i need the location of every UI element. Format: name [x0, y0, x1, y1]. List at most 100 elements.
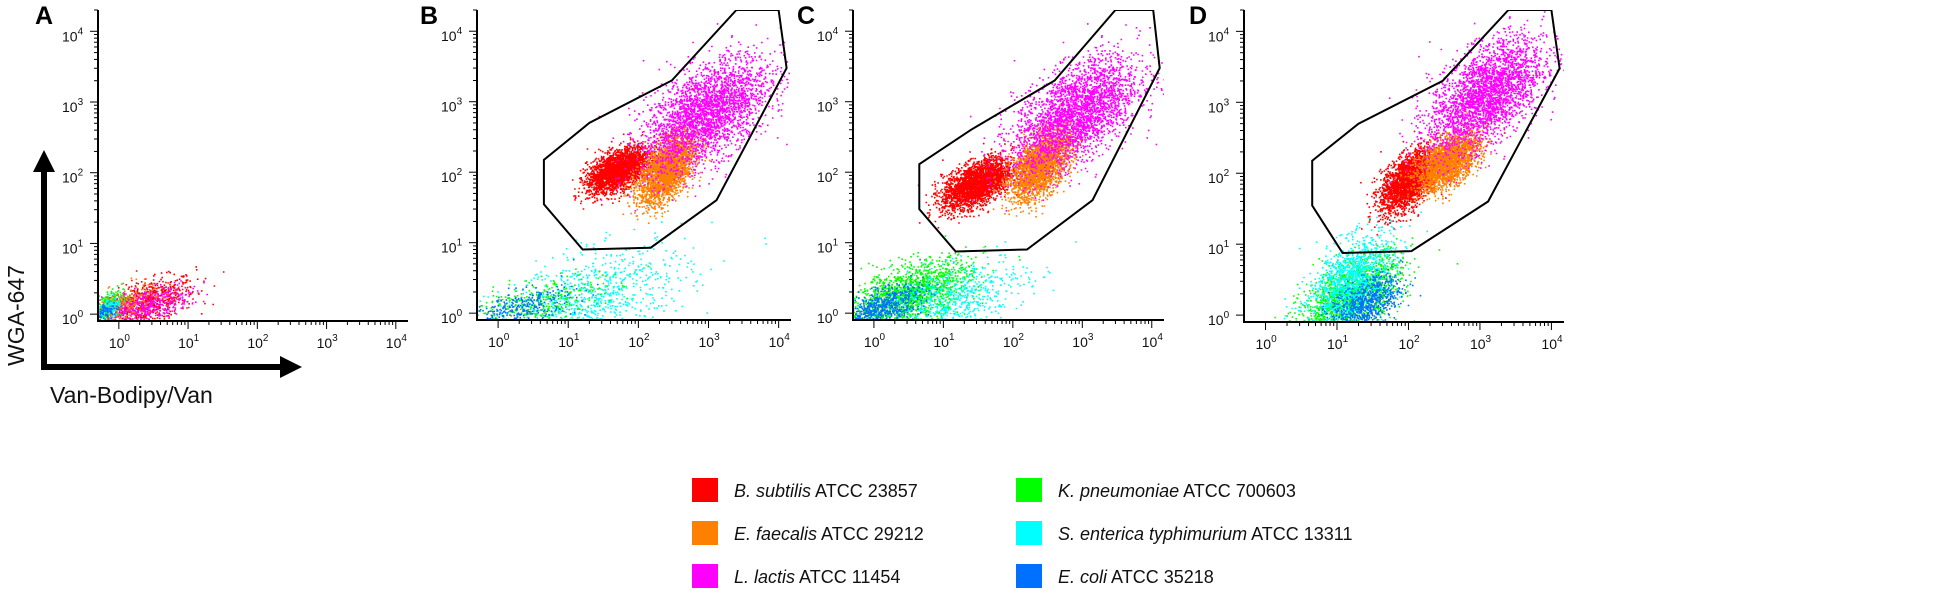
scatter-points	[1274, 11, 1564, 322]
x-tick-label: 104	[1541, 334, 1563, 352]
legend-species: K. pneumoniae	[1058, 481, 1179, 501]
cluster-l-lactis	[1388, 11, 1564, 184]
legend-strain: ATCC 35218	[1107, 567, 1214, 587]
legend-strain: ATCC 23857	[811, 481, 918, 501]
cluster-s-enterica	[479, 204, 767, 320]
legend-strain: ATCC 13311	[1247, 524, 1352, 544]
panel-label-c: C	[797, 2, 815, 30]
dot-cloud	[858, 241, 1077, 320]
legend-item: E. faecalis ATCC 29212	[692, 521, 924, 545]
legend-swatch	[692, 521, 718, 545]
legend-item: L. lactis ATCC 11454	[692, 564, 900, 588]
cluster-l-lactis	[598, 23, 790, 212]
y-tick-label: 100	[817, 308, 839, 326]
dot-cloud	[853, 258, 939, 320]
dot-cloud	[479, 204, 767, 320]
dot-cloud	[917, 142, 1053, 229]
cluster-k-pneumoniae	[1274, 237, 1459, 322]
scatter-points	[477, 23, 790, 320]
cluster-e-faecalis	[992, 104, 1097, 218]
y-tick-label: 102	[817, 167, 839, 185]
y-tick-label: 101	[62, 238, 84, 256]
dot-cloud	[1274, 237, 1459, 322]
cluster-b-subtilis	[571, 133, 685, 210]
legend-species: E. faecalis	[734, 524, 817, 544]
cluster-e-coli	[1320, 259, 1422, 322]
legend-strain: ATCC 11454	[795, 567, 900, 587]
legend-species: E. coli	[1058, 567, 1108, 587]
y-tick-label: 101	[817, 238, 839, 256]
legend-item: K. pneumoniae ATCC 700603	[1016, 478, 1296, 502]
cluster-k-pneumoniae	[477, 265, 649, 320]
dot-cloud	[1388, 11, 1564, 184]
legend-species: S. enterica typhimurium	[1058, 524, 1247, 544]
x-tick-label: 100	[1256, 334, 1278, 352]
cluster-e-coli	[853, 258, 939, 320]
y-tick-label: 103	[817, 97, 839, 115]
scatter-points	[98, 266, 225, 321]
y-tick-label: 103	[62, 97, 84, 115]
panel-c: C 100 101 102 103 104 100 101 102 103 104	[797, 2, 1164, 350]
panel-d: D 100 101 102 103 104 100 101 102 103 104	[1189, 2, 1564, 352]
y-tick-label: 100	[441, 308, 463, 326]
y-tick-label: 102	[1208, 168, 1230, 186]
dot-cloud	[98, 301, 128, 321]
x-tick-label: 101	[933, 332, 955, 350]
y-tick-label: 100	[1208, 310, 1230, 328]
x-tick-label: 103	[1470, 334, 1492, 352]
x-tick-label: 104	[386, 333, 408, 351]
x-tick-label: 100	[864, 332, 886, 350]
x-tick-label: 102	[1003, 332, 1025, 350]
x-tick-label: 101	[558, 332, 580, 350]
dot-cloud	[477, 258, 599, 320]
dot-cloud	[1320, 259, 1422, 322]
dot-cloud	[992, 104, 1097, 218]
x-tick-label: 101	[178, 333, 200, 351]
y-tick-label: 101	[441, 238, 463, 256]
cluster-e-coli	[98, 301, 128, 321]
legend-item: S. enterica typhimurium ATCC 13311	[1016, 521, 1352, 545]
legend-item: E. coli ATCC 35218	[1016, 564, 1214, 588]
legend: B. subtilis ATCC 23857 E. faecalis ATCC 2…	[692, 478, 1352, 588]
dot-cloud	[1360, 130, 1472, 236]
legend-swatch	[692, 478, 718, 502]
dot-cloud	[969, 23, 1164, 212]
x-tick-label: 104	[1142, 332, 1164, 350]
legend-species: L. lactis	[734, 567, 795, 587]
legend-label: E. faecalis ATCC 29212	[734, 524, 924, 544]
gate-polygon	[542, 10, 788, 251]
panel-label-d: D	[1189, 2, 1207, 30]
dot-cloud	[1398, 112, 1506, 205]
panel-label-a: A	[35, 2, 53, 30]
y-tick-label: 104	[817, 26, 839, 44]
dot-cloud	[622, 88, 719, 224]
x-tick-label: 103	[1072, 332, 1094, 350]
y-tick-label: 104	[441, 26, 463, 44]
legend-swatch	[1016, 478, 1042, 502]
cluster-s-enterica	[858, 241, 1077, 320]
axis-arrows: WGA-647 Van-Bodipy/Van	[3, 150, 302, 408]
scatter-points	[853, 23, 1164, 320]
x-axis-title: Van-Bodipy/Van	[50, 382, 213, 408]
y-axis-arrowhead	[33, 150, 55, 172]
legend-strain: ATCC 29212	[817, 524, 924, 544]
x-tick-label: 102	[628, 332, 650, 350]
cluster-e-faecalis	[622, 88, 719, 224]
legend-species: B. subtilis	[734, 481, 811, 501]
dot-cloud	[1283, 166, 1428, 322]
legend-item: B. subtilis ATCC 23857	[692, 478, 918, 502]
cluster-b-subtilis	[917, 142, 1053, 229]
legend-label: B. subtilis ATCC 23857	[734, 481, 918, 501]
cluster-e-faecalis	[1398, 112, 1506, 205]
panel-b: B 100 101 102 103 104 100 101 102 103 104	[420, 2, 791, 350]
x-tick-label: 103	[317, 333, 339, 351]
x-axis-arrowhead	[280, 356, 302, 378]
gate-polygon	[918, 10, 1161, 253]
x-tick-label: 102	[1398, 334, 1420, 352]
legend-label: E. coli ATCC 35218	[1058, 567, 1214, 587]
y-tick-label: 101	[1208, 239, 1230, 257]
legend-swatch	[692, 564, 718, 588]
legend-label: K. pneumoniae ATCC 700603	[1058, 481, 1296, 501]
dot-cloud	[571, 133, 685, 210]
dot-cloud	[598, 23, 790, 212]
